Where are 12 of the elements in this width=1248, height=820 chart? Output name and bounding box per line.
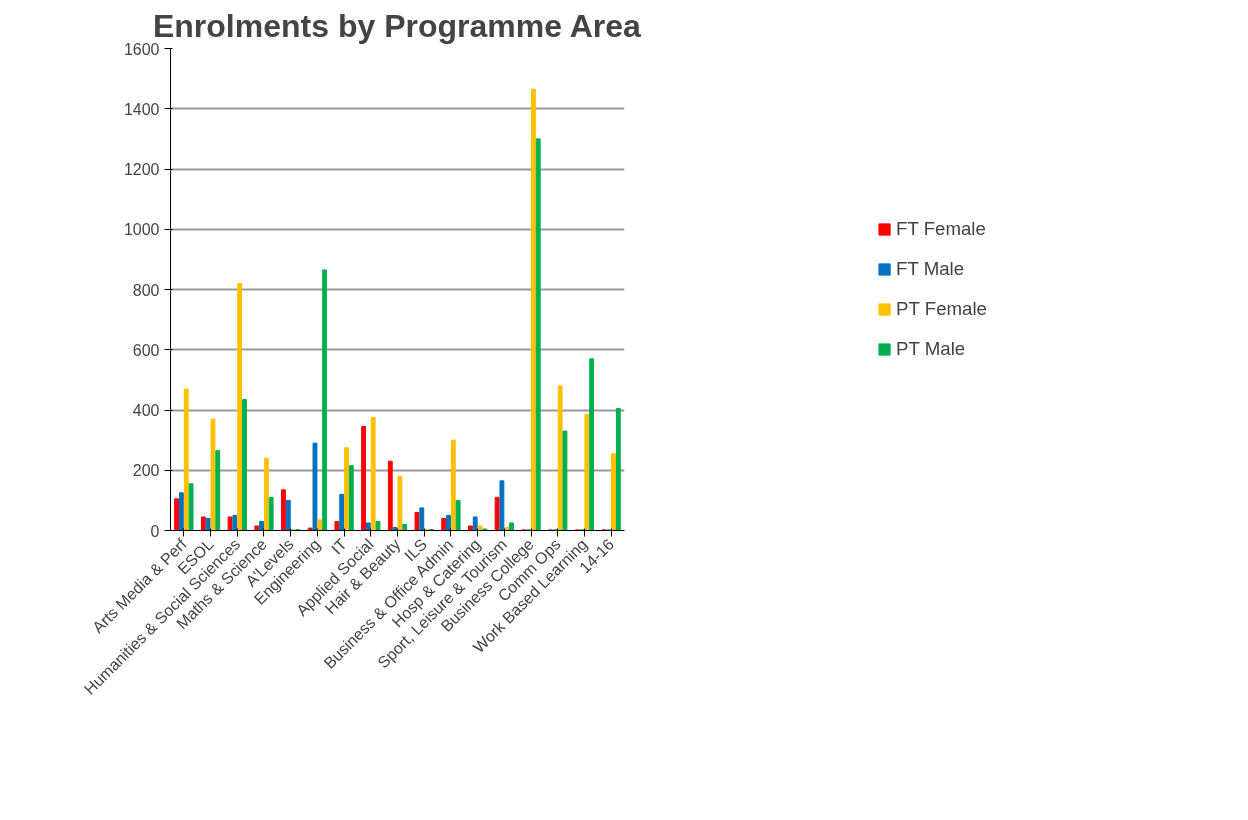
legend-label: FT Female (896, 218, 986, 240)
y-tick-label: 200 (132, 462, 160, 480)
y-tick-label: 1400 (123, 100, 160, 118)
y-tick-label: 1200 (123, 161, 160, 178)
legend-label: PT Male (896, 338, 966, 360)
y-tick-label: 0 (150, 522, 160, 540)
legend-label: PT Female (896, 298, 987, 320)
legend-label: FT Male (896, 258, 965, 280)
y-tick-label: 400 (132, 402, 160, 419)
y-tick-label: 1000 (123, 221, 160, 239)
y-tick-label: 600 (132, 341, 160, 359)
y-tick-label: 800 (132, 281, 160, 299)
